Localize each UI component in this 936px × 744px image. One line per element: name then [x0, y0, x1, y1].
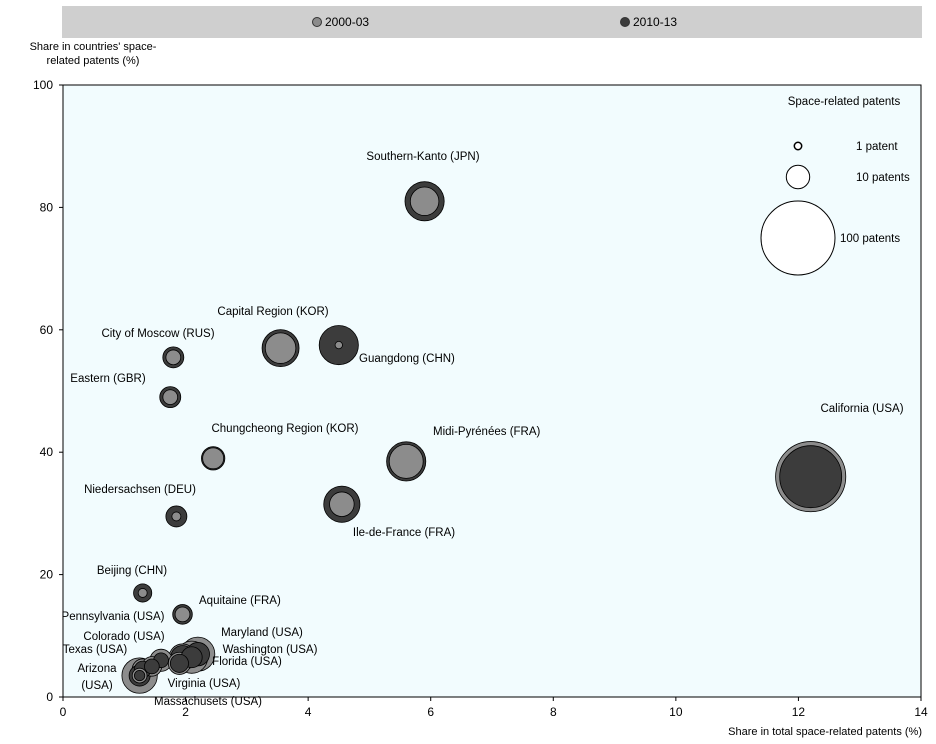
x-tick-label: 2: [182, 705, 189, 719]
point-label: City of Moscow (RUS): [101, 328, 214, 340]
legend-bar: 2000-03 2010-13: [62, 6, 922, 38]
bubble-2000-03: [162, 389, 179, 405]
bubble-2000-03: [137, 588, 148, 598]
point-label: Pennsylvania (USA): [62, 611, 165, 623]
bubble-2000-03: [264, 332, 297, 364]
y-tick-label: 0: [46, 690, 53, 704]
x-tick-label: 4: [305, 705, 312, 719]
bubble-2010-13: [779, 445, 843, 509]
point-label: Florida (USA): [212, 656, 282, 668]
x-tick-label: 12: [792, 705, 806, 719]
x-tick-label: 14: [914, 705, 928, 719]
point-label: Eastern (GBR): [70, 373, 146, 385]
point-label: Midi-Pyrénées (FRA): [433, 426, 541, 438]
y-tick-label: 60: [40, 323, 54, 337]
point-label: Massachusets (USA): [154, 696, 262, 708]
point-label: Southern-Kanto (JPN): [366, 151, 479, 163]
bubble-2000-03: [388, 443, 424, 479]
y-tick-label: 20: [40, 568, 54, 582]
point-label: Virginia (USA): [168, 678, 241, 690]
bubble-2000-03: [174, 606, 191, 623]
size-legend-circle: [760, 200, 836, 276]
legend-swatch-2000-03: [312, 17, 322, 27]
x-tick-label: 0: [60, 705, 67, 719]
bubble-2000-03: [329, 491, 355, 517]
x-tick-label: 8: [550, 705, 557, 719]
size-legend-title: Space-related patents: [788, 96, 901, 108]
bubble-2010-13: [134, 669, 146, 682]
legend-label-2000-03: 2000-03: [325, 15, 370, 29]
bubble-2010-13: [169, 653, 189, 673]
y-tick-label: 40: [40, 445, 54, 459]
size-legend-label: 100 patents: [840, 233, 900, 245]
point-label: Aquitaine (FRA): [199, 595, 281, 607]
legend-swatch-2010-13: [620, 17, 630, 27]
bubble-2000-03: [409, 186, 440, 216]
bubble-2000-03: [334, 340, 343, 350]
bubble-2000-03: [202, 447, 225, 470]
size-legend-circle: [793, 141, 803, 151]
point-label: California (USA): [820, 403, 903, 415]
point-label: Niedersachsen (DEU): [84, 484, 196, 496]
point-label: Maryland (USA): [221, 627, 303, 639]
x-axis-title: Share in total space-related patents (%): [728, 726, 922, 738]
x-tick-label: 6: [427, 705, 434, 719]
bubble-2010-13: [144, 658, 160, 675]
plot-area: [62, 84, 922, 698]
y-axis-title: Share in countries' space-related patent…: [29, 41, 157, 67]
legend-item-2010-13: 2010-13: [620, 15, 677, 29]
point-label: Ile-de-France (FRA): [353, 527, 455, 539]
y-tick-label: 100: [33, 78, 53, 92]
point-label: (USA): [81, 680, 112, 692]
bubble-2000-03: [171, 511, 182, 522]
y-tick-label: 80: [40, 200, 54, 214]
point-label: Colorado (USA): [83, 631, 164, 643]
point-label: Beijing (CHN): [97, 565, 167, 577]
legend-label-2010-13: 2010-13: [633, 15, 678, 29]
point-label: Chungcheong Region (KOR): [211, 423, 358, 435]
size-legend-circle: [785, 164, 811, 190]
size-legend-label: 1 patent: [856, 141, 898, 153]
point-label: Washington (USA): [223, 644, 318, 656]
point-label: Capital Region (KOR): [217, 306, 328, 318]
bubble-2000-03: [165, 349, 182, 366]
size-legend-label: 10 patents: [856, 172, 910, 184]
point-label: Texas (USA): [63, 644, 128, 656]
point-label: Arizona: [78, 663, 118, 675]
legend-item-2000-03: 2000-03: [312, 15, 369, 29]
point-label: Guangdong (CHN): [359, 353, 455, 365]
x-tick-label: 10: [669, 705, 683, 719]
